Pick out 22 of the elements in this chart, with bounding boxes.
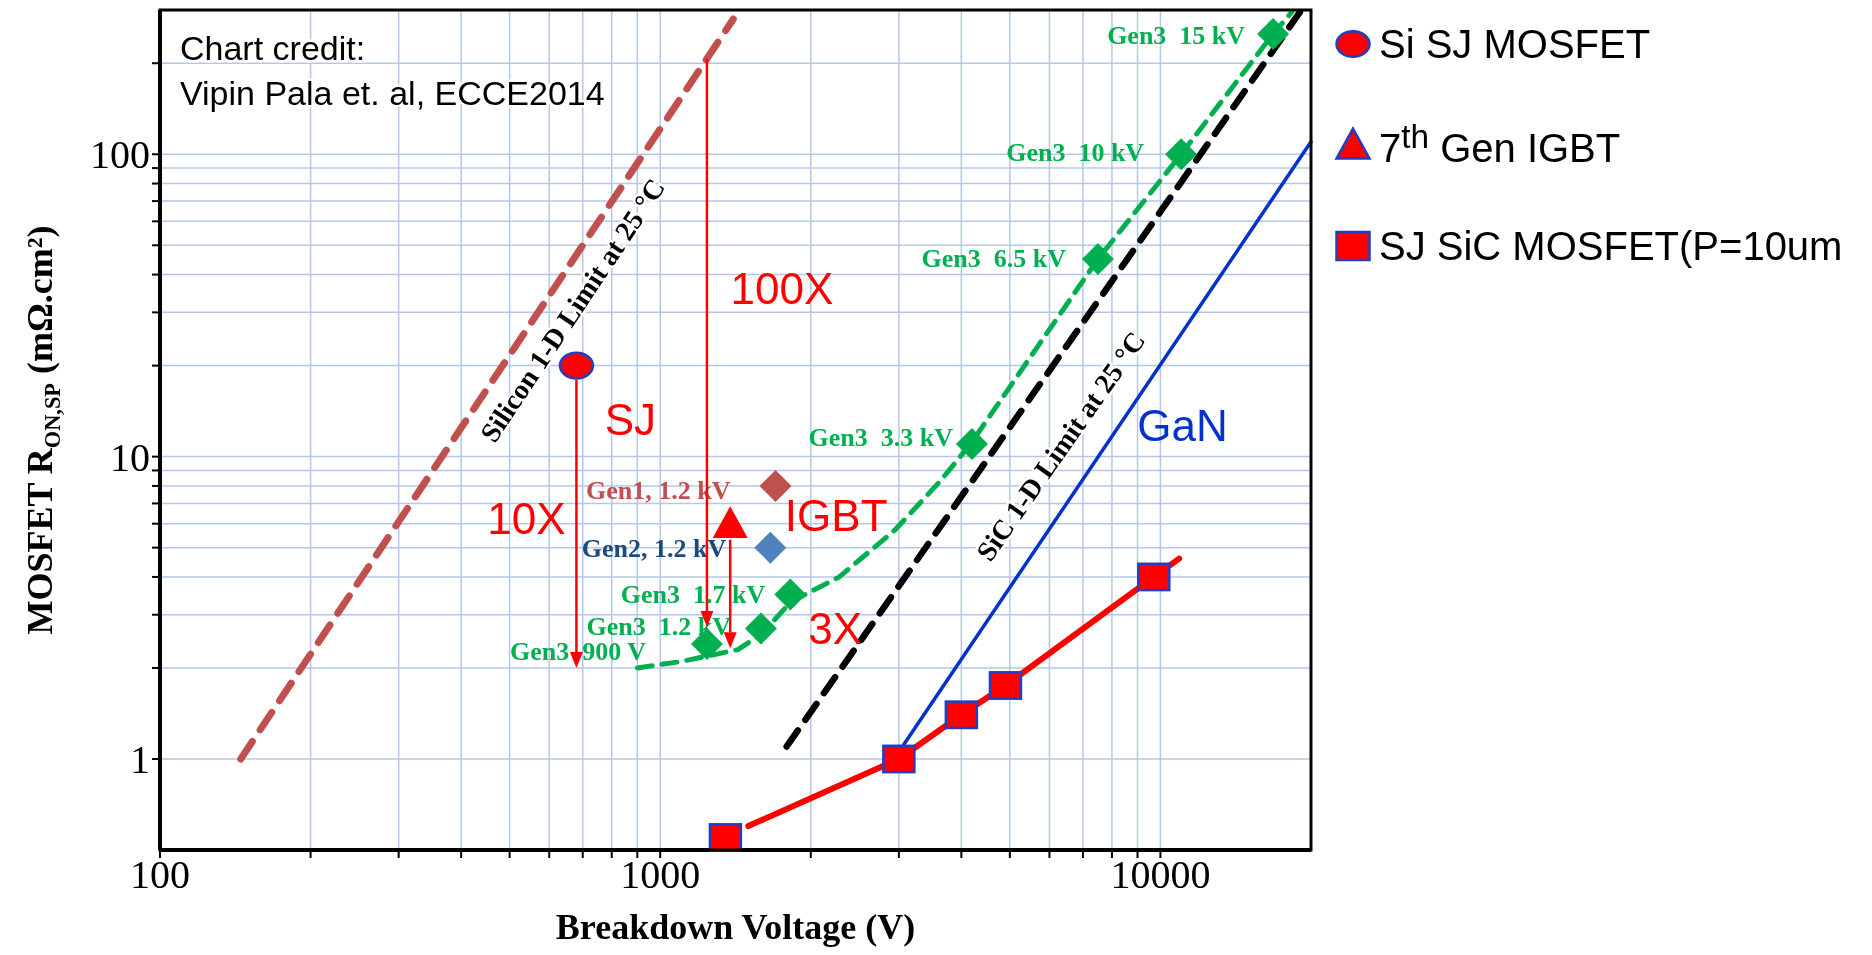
annotation: 10X	[487, 493, 566, 543]
annotation: GaN	[1137, 400, 1228, 450]
annotation: Vipin Pala et. al, ECCE2014	[180, 74, 605, 112]
annotation: Gen3 10 kV	[1006, 137, 1145, 167]
y-tick-label: 100	[90, 132, 150, 178]
legend-label: 7$^{th}$ Gen IGBT	[1379, 118, 1621, 171]
legend-label: SJ SiC MOSFET(P=10um	[1379, 223, 1843, 268]
annotation: Gen3 6.5 kV	[921, 243, 1067, 273]
y-tick-label: 1	[130, 737, 150, 783]
annotation: Gen3 900 V	[509, 636, 647, 666]
legend-label: Si SJ MOSFET	[1379, 21, 1651, 66]
annotation: 3X	[808, 603, 863, 653]
x-tick-label: 1000	[620, 852, 701, 898]
annotation: Gen3 3.3 kV	[808, 422, 954, 452]
annotation: IGBT	[784, 490, 888, 540]
annotation: 100X	[730, 263, 834, 313]
x-axis-title: Breakdown Voltage (V)	[555, 907, 916, 947]
annotation: Chart credit:	[180, 29, 366, 67]
annotation: Gen3 15 kV	[1107, 20, 1246, 50]
y-tick-label: 10	[110, 434, 150, 480]
annotation: SJ	[604, 394, 657, 444]
x-tick-label: 10000	[1110, 852, 1211, 898]
